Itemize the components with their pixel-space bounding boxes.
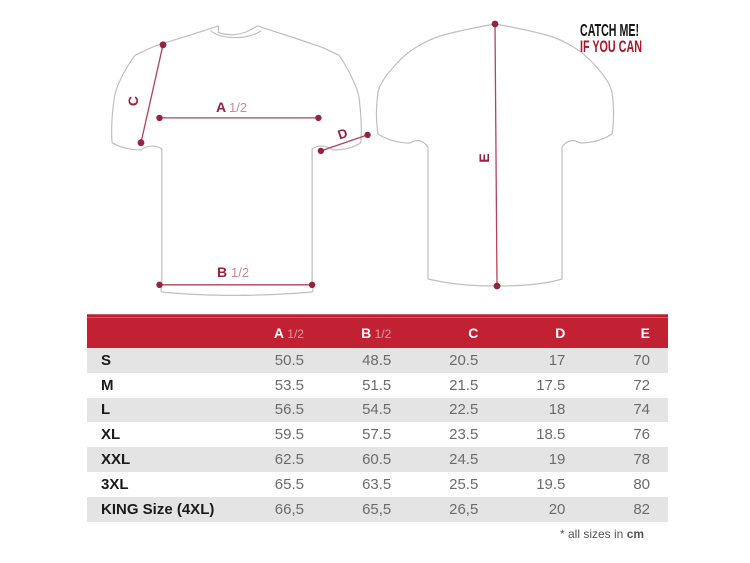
svg-text:B: B <box>217 264 227 280</box>
svg-text:C: C <box>125 96 141 106</box>
svg-text:1/2: 1/2 <box>231 265 249 280</box>
svg-text:E: E <box>476 153 492 162</box>
svg-text:IF YOU CAN: IF YOU CAN <box>580 37 642 56</box>
svg-text:1/2: 1/2 <box>229 100 247 115</box>
svg-text:A: A <box>216 99 226 115</box>
